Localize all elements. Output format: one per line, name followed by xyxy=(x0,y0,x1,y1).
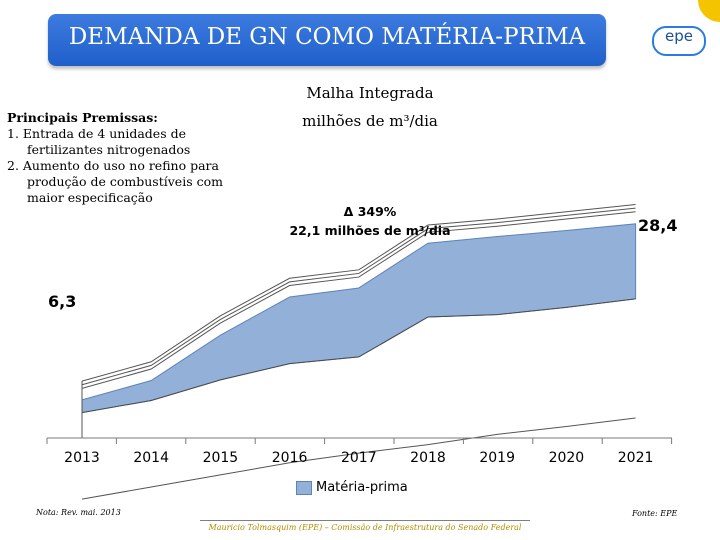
title-bar: DEMANDA DE GN COMO MATÉRIA-PRIMA xyxy=(48,14,606,66)
outline-line-4 xyxy=(81,203,636,382)
delta-percent: Δ 349% xyxy=(343,204,397,219)
end-value-label: 28,4 xyxy=(638,216,678,235)
outline-line-2 xyxy=(81,211,636,389)
x-tick-label-2014: 2014 xyxy=(133,450,169,466)
revision-note: Nota: Rev. mai. 2013 xyxy=(36,508,121,517)
x-tick-label-2013: 2013 xyxy=(64,450,100,466)
premise-item: 1. Entrada de 4 unidades de fertilizante… xyxy=(7,126,191,157)
legend: Matéria-prima xyxy=(296,480,408,495)
logo-ring xyxy=(652,26,706,56)
slide-title: DEMANDA DE GN COMO MATÉRIA-PRIMA xyxy=(68,24,586,50)
header-band: DEMANDA DE GN COMO MATÉRIA-PRIMA epe xyxy=(0,0,720,78)
x-tick-label-2018: 2018 xyxy=(410,450,446,466)
delta-annotation: Δ 349% 22,1 milhões de m³/dia xyxy=(280,202,460,240)
epe-logo-icon: epe xyxy=(648,22,712,66)
area-base-line xyxy=(81,298,636,414)
outline-line-1 xyxy=(81,417,636,500)
x-tick-label-2021: 2021 xyxy=(617,450,654,466)
outline-line-3 xyxy=(81,207,636,386)
legend-swatch xyxy=(296,480,312,495)
source-note: Fonte: EPE xyxy=(632,509,678,518)
premises-heading: Principais Premissas: xyxy=(7,110,158,125)
series-area-materia-prima xyxy=(81,223,637,414)
footer-credit: Mauricio Tolmasquim (EPE) – Comissão de … xyxy=(200,520,530,532)
x-tick-label-2017: 2017 xyxy=(340,450,377,466)
legend-entry: Matéria-prima xyxy=(316,480,408,495)
x-tick-label-2016: 2016 xyxy=(271,450,308,466)
x-tick-label-2019: 2019 xyxy=(479,450,515,466)
logo-text: epe xyxy=(665,27,693,45)
premises-block: Principais Premissas: 1. Entrada de 4 un… xyxy=(7,110,257,206)
delta-volume: 22,1 milhões de m³/dia xyxy=(289,223,451,238)
premise-item: 2. Aumento do uso no refino para produçã… xyxy=(7,158,223,205)
start-value-label: 6,3 xyxy=(48,292,77,311)
x-tick-label-2015: 2015 xyxy=(202,450,239,466)
chart-title: Malha Integrada xyxy=(306,84,434,102)
chart-subtitle: milhões de m³/dia xyxy=(302,112,438,130)
x-tick-label-2020: 2020 xyxy=(548,450,585,466)
